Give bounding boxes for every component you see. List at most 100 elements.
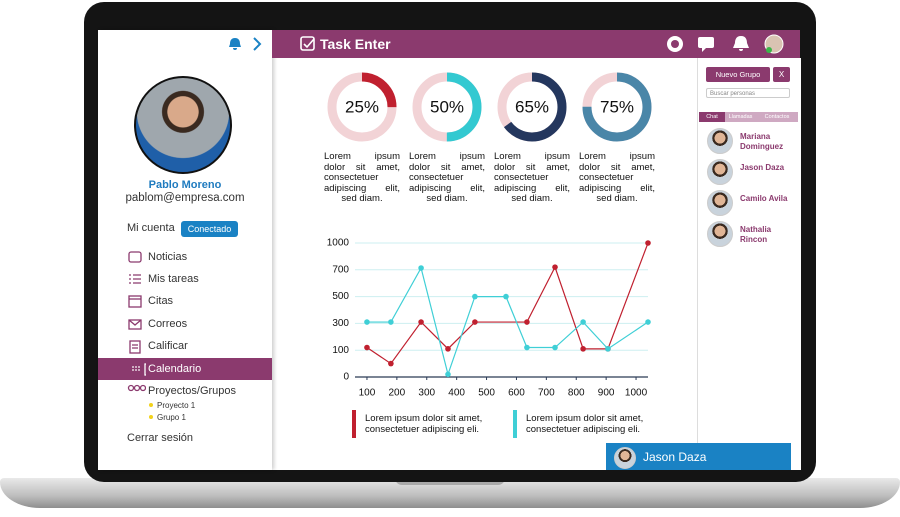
menu-item-active[interactable]: Calendario xyxy=(148,363,202,375)
data-point xyxy=(580,346,586,352)
chat-avatar xyxy=(614,447,636,469)
data-point xyxy=(552,264,558,270)
donut-caption: Lorem ipsum dolor sit amet, consectetuer… xyxy=(409,151,485,204)
contact-avatar xyxy=(707,128,733,154)
data-point xyxy=(472,293,478,300)
donut-label: 50% xyxy=(430,97,464,116)
y-tick-label: 100 xyxy=(332,345,349,356)
menu-item[interactable]: Noticias xyxy=(148,251,188,263)
y-tick-label: 0 xyxy=(343,372,349,383)
contact-name[interactable]: Jason Daza xyxy=(740,163,785,172)
sidebar-top-icons xyxy=(229,37,262,51)
legend-text: Lorem ipsum dolor sit amet, consectetuer… xyxy=(526,413,644,435)
contact-name[interactable]: Mariana Dominguez xyxy=(740,132,784,151)
notifications-icon[interactable] xyxy=(733,36,749,51)
collapse-icon[interactable] xyxy=(253,37,262,51)
chart-text-layer: Lorem ipsum dolor sit amet, consectetuer… xyxy=(272,58,697,470)
new-group-button[interactable]: Nuevo Grupo xyxy=(706,67,770,82)
x-tick-label: 1000 xyxy=(625,388,648,399)
donut-arc xyxy=(497,72,567,142)
close-button[interactable]: X xyxy=(773,67,790,82)
menu-item[interactable]: Citas xyxy=(148,295,174,307)
x-tick-label: 100 xyxy=(359,388,376,399)
donut-caption: Lorem ipsum dolor sit amet, consectetuer… xyxy=(324,151,400,204)
data-point xyxy=(418,265,424,271)
data-point xyxy=(605,346,611,352)
x-tick-label: 900 xyxy=(598,388,615,399)
legend-swatch xyxy=(352,410,356,438)
submenu-item[interactable]: Grupo 1 xyxy=(157,413,186,422)
data-point xyxy=(503,293,509,300)
y-tick-label: 500 xyxy=(332,291,349,302)
app-name: Task Enter xyxy=(320,36,391,52)
x-tick-label: 300 xyxy=(418,388,435,399)
donut-label: 75% xyxy=(600,97,634,116)
x-tick-label: 600 xyxy=(508,388,525,399)
contact-name[interactable]: Nathalia Rincon xyxy=(740,225,772,244)
data-point xyxy=(524,344,530,351)
tab[interactable]: Contactos xyxy=(756,112,798,122)
data-point xyxy=(388,319,394,325)
data-point xyxy=(472,319,478,325)
header-icons xyxy=(667,34,784,54)
donut-arc xyxy=(327,72,397,142)
data-point xyxy=(418,319,424,325)
search-input[interactable]: Buscar personas xyxy=(706,88,790,98)
series-line xyxy=(366,242,649,365)
account-label: Mi cuenta xyxy=(127,222,175,234)
menu-item[interactable]: Mis tareas xyxy=(148,273,199,285)
contact-avatar xyxy=(707,221,733,247)
menu-item[interactable]: Proyectos/Grupos xyxy=(148,385,237,397)
logout[interactable]: Cerrar sesión xyxy=(127,432,194,444)
data-point xyxy=(364,319,370,325)
data-point xyxy=(552,344,558,351)
active-menu-highlight xyxy=(98,358,272,380)
x-tick-label: 500 xyxy=(478,388,495,399)
submenu-bullets xyxy=(149,403,153,419)
contact-avatar xyxy=(707,159,733,185)
chat-bar[interactable] xyxy=(606,443,791,470)
tab-active[interactable]: Chat xyxy=(699,112,725,122)
data-point xyxy=(388,360,394,367)
legend-text: Lorem ipsum dolor sit amet, consectetuer… xyxy=(365,413,483,435)
bell-icon[interactable] xyxy=(229,38,241,50)
status-badge[interactable]: Conectado xyxy=(181,221,238,237)
data-point xyxy=(445,346,451,352)
x-tick-label: 200 xyxy=(389,388,406,399)
menu-icons xyxy=(127,251,146,392)
user-avatar xyxy=(134,76,232,174)
data-point xyxy=(645,319,651,325)
dashboard-charts: 25% 50% 65% 75% 0 100 300 500 700 1000 100 200 300 40… xyxy=(327,72,652,438)
right-panel xyxy=(697,58,801,470)
donut-label: 25% xyxy=(345,97,379,116)
contact-avatar xyxy=(707,190,733,216)
messages-icon[interactable] xyxy=(698,37,714,48)
data-point xyxy=(445,371,451,378)
y-tick-label: 300 xyxy=(332,318,349,329)
submenu-item[interactable]: Proyecto 1 xyxy=(157,401,196,410)
user-name: Pablo Moreno xyxy=(148,179,222,191)
donut-arc xyxy=(582,72,652,142)
donut-caption: Lorem ipsum dolor sit amet, consectetuer… xyxy=(579,151,655,204)
chat-name: Jason Daza xyxy=(643,450,707,464)
menu-item[interactable]: Correos xyxy=(148,318,188,330)
x-tick-label: 400 xyxy=(448,388,465,399)
menu-item[interactable]: Calificar xyxy=(148,340,188,352)
data-point xyxy=(645,240,651,246)
user-email: pablom@empresa.com xyxy=(125,192,245,204)
app-logo xyxy=(300,36,315,51)
donut-arc xyxy=(412,72,482,142)
data-point xyxy=(580,319,586,325)
y-tick-label: 1000 xyxy=(327,238,350,249)
contact-name[interactable]: Camilo Avila xyxy=(740,194,788,203)
tab[interactable]: Llamadas xyxy=(725,112,756,122)
data-point xyxy=(524,319,530,325)
donut-caption: Lorem ipsum dolor sit amet, consectetuer… xyxy=(494,151,570,204)
x-tick-label: 700 xyxy=(538,388,555,399)
legend-swatch xyxy=(513,410,517,438)
x-tick-label: 800 xyxy=(568,388,585,399)
data-point xyxy=(364,344,370,351)
y-tick-label: 700 xyxy=(332,264,349,275)
donut-label: 65% xyxy=(515,97,549,116)
